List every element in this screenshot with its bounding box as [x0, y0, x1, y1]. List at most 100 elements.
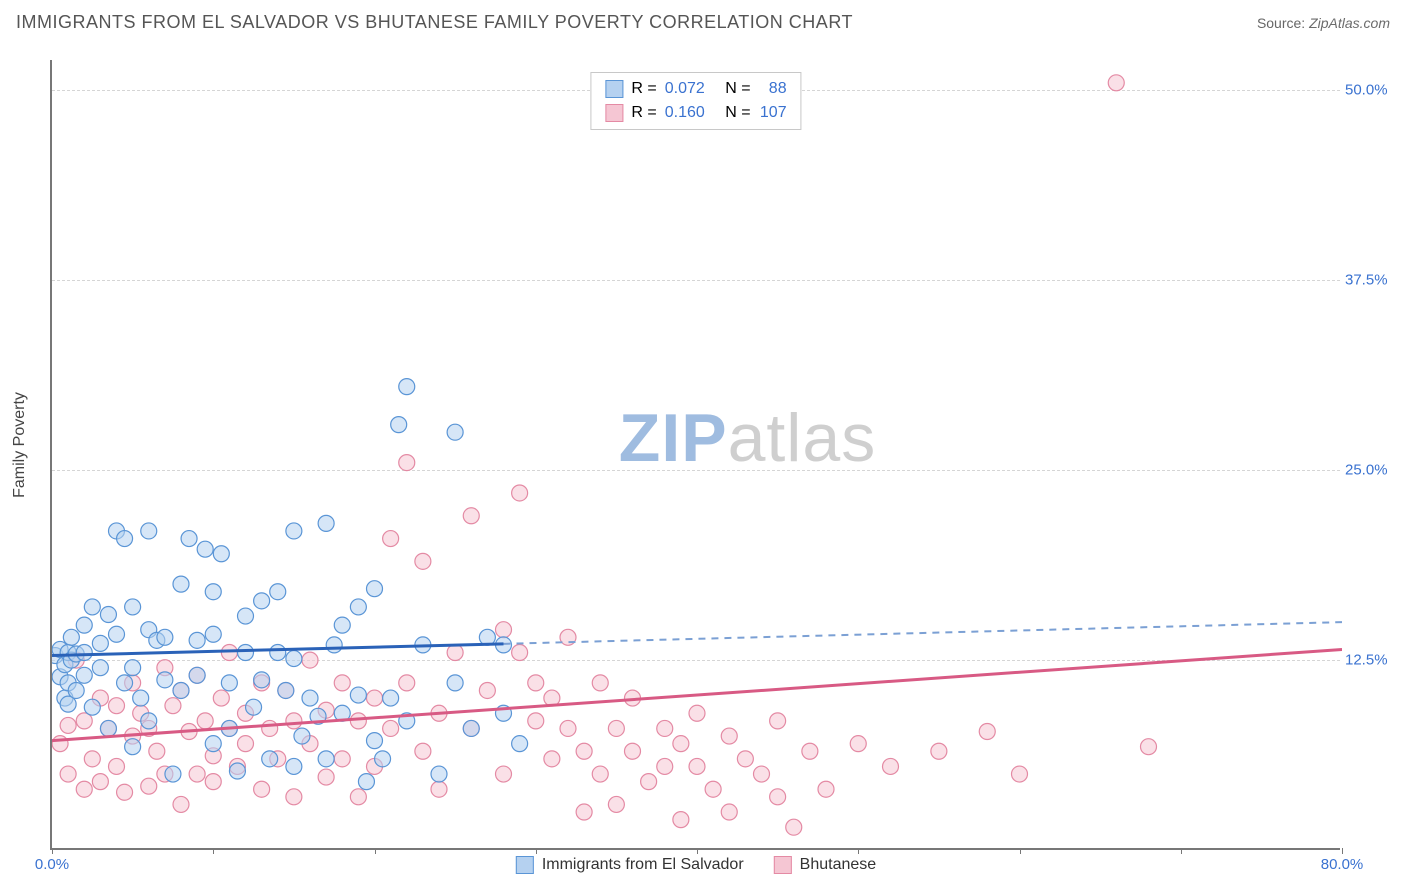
- scatter-point-series-b: [592, 766, 608, 782]
- scatter-point-series-a: [84, 699, 100, 715]
- scatter-point-series-b: [479, 682, 495, 698]
- scatter-point-series-b: [205, 774, 221, 790]
- scatter-point-series-a: [84, 599, 100, 615]
- scatter-point-series-a: [125, 599, 141, 615]
- legend-item-series-a: Immigrants from El Salvador: [516, 856, 744, 874]
- scatter-point-series-a: [286, 758, 302, 774]
- scatter-point-series-a: [262, 751, 278, 767]
- scatter-point-series-a: [350, 687, 366, 703]
- scatter-point-series-b: [334, 751, 350, 767]
- scatter-point-series-a: [367, 733, 383, 749]
- scatter-point-series-a: [270, 584, 286, 600]
- scatter-point-series-b: [592, 675, 608, 691]
- scatter-point-series-a: [254, 593, 270, 609]
- swatch-series-a: [605, 80, 623, 98]
- scatter-point-series-b: [383, 720, 399, 736]
- scatter-point-series-a: [238, 608, 254, 624]
- scatter-point-series-b: [1108, 75, 1124, 91]
- scatter-point-series-b: [254, 781, 270, 797]
- scatter-point-series-b: [576, 804, 592, 820]
- scatter-point-series-a: [125, 660, 141, 676]
- scatter-point-series-b: [149, 743, 165, 759]
- scatter-point-series-a: [270, 645, 286, 661]
- scatter-point-series-a: [205, 626, 221, 642]
- scatter-point-series-b: [302, 652, 318, 668]
- swatch-series-b: [774, 856, 792, 874]
- scatter-point-series-b: [221, 645, 237, 661]
- scatter-point-series-a: [431, 766, 447, 782]
- scatter-point-series-b: [84, 751, 100, 767]
- scatter-point-series-a: [254, 672, 270, 688]
- scatter-point-series-a: [221, 675, 237, 691]
- scatter-point-series-b: [431, 781, 447, 797]
- scatter-point-series-a: [391, 417, 407, 433]
- legend-row-series-a: R = 0.072 N = 88: [605, 77, 786, 101]
- scatter-point-series-a: [141, 523, 157, 539]
- x-tick: [1342, 848, 1343, 854]
- scatter-point-series-a: [310, 708, 326, 724]
- scatter-point-series-a: [92, 635, 108, 651]
- scatter-point-series-b: [850, 736, 866, 752]
- scatter-point-series-a: [246, 699, 262, 715]
- scatter-point-series-a: [302, 690, 318, 706]
- n-label: N =: [725, 77, 750, 101]
- scatter-point-series-b: [689, 758, 705, 774]
- scatter-point-series-b: [560, 629, 576, 645]
- scatter-point-series-b: [60, 717, 76, 733]
- legend-label: Immigrants from El Salvador: [542, 856, 744, 874]
- scatter-point-series-b: [608, 796, 624, 812]
- scatter-point-series-a: [173, 576, 189, 592]
- scatter-point-series-b: [286, 713, 302, 729]
- scatter-point-series-b: [528, 713, 544, 729]
- scatter-point-series-b: [883, 758, 899, 774]
- scatter-point-series-a: [76, 645, 92, 661]
- scatter-point-series-b: [383, 531, 399, 547]
- y-tick-label: 25.0%: [1345, 462, 1400, 479]
- scatter-point-series-a: [294, 728, 310, 744]
- scatter-point-series-b: [286, 789, 302, 805]
- scatter-point-series-b: [141, 778, 157, 794]
- r-label: R =: [631, 101, 656, 125]
- scatter-point-series-a: [496, 705, 512, 721]
- scatter-point-series-b: [52, 736, 68, 752]
- scatter-point-series-a: [278, 682, 294, 698]
- scatter-point-series-b: [415, 553, 431, 569]
- scatter-point-series-b: [238, 736, 254, 752]
- scatter-point-series-b: [689, 705, 705, 721]
- legend-series: Immigrants from El Salvador Bhutanese: [516, 856, 876, 874]
- scatter-point-series-a: [141, 713, 157, 729]
- scatter-point-series-b: [576, 743, 592, 759]
- scatter-point-series-a: [63, 629, 79, 645]
- scatter-point-series-a: [181, 531, 197, 547]
- r-value: 0.072: [665, 77, 705, 101]
- y-axis-label: Family Poverty: [11, 392, 29, 498]
- scatter-point-series-a: [399, 379, 415, 395]
- scatter-point-series-b: [625, 690, 641, 706]
- scatter-point-series-a: [367, 581, 383, 597]
- scatter-point-series-b: [770, 789, 786, 805]
- legend-correlation-box: R = 0.072 N = 88 R = 0.160 N = 107: [590, 72, 801, 130]
- scatter-point-series-a: [447, 424, 463, 440]
- scatter-point-series-b: [818, 781, 834, 797]
- scatter-point-series-a: [189, 667, 205, 683]
- x-tick-label: 80.0%: [1321, 856, 1364, 873]
- scatter-point-series-b: [737, 751, 753, 767]
- scatter-point-series-a: [463, 720, 479, 736]
- scatter-point-series-b: [802, 743, 818, 759]
- scatter-point-series-a: [334, 617, 350, 633]
- scatter-point-series-a: [117, 531, 133, 547]
- scatter-point-series-a: [286, 651, 302, 667]
- scatter-point-series-b: [350, 713, 366, 729]
- scatter-point-series-b: [399, 675, 415, 691]
- title-bar: IMMIGRANTS FROM EL SALVADOR VS BHUTANESE…: [16, 12, 1390, 33]
- scatter-point-series-a: [165, 766, 181, 782]
- scatter-point-series-a: [496, 637, 512, 653]
- scatter-point-series-a: [512, 736, 528, 752]
- scatter-point-series-b: [544, 690, 560, 706]
- scatter-point-series-b: [754, 766, 770, 782]
- scatter-point-series-a: [68, 682, 84, 698]
- scatter-point-series-b: [165, 698, 181, 714]
- scatter-point-series-b: [463, 508, 479, 524]
- scatter-point-series-b: [334, 675, 350, 691]
- scatter-point-series-a: [100, 720, 116, 736]
